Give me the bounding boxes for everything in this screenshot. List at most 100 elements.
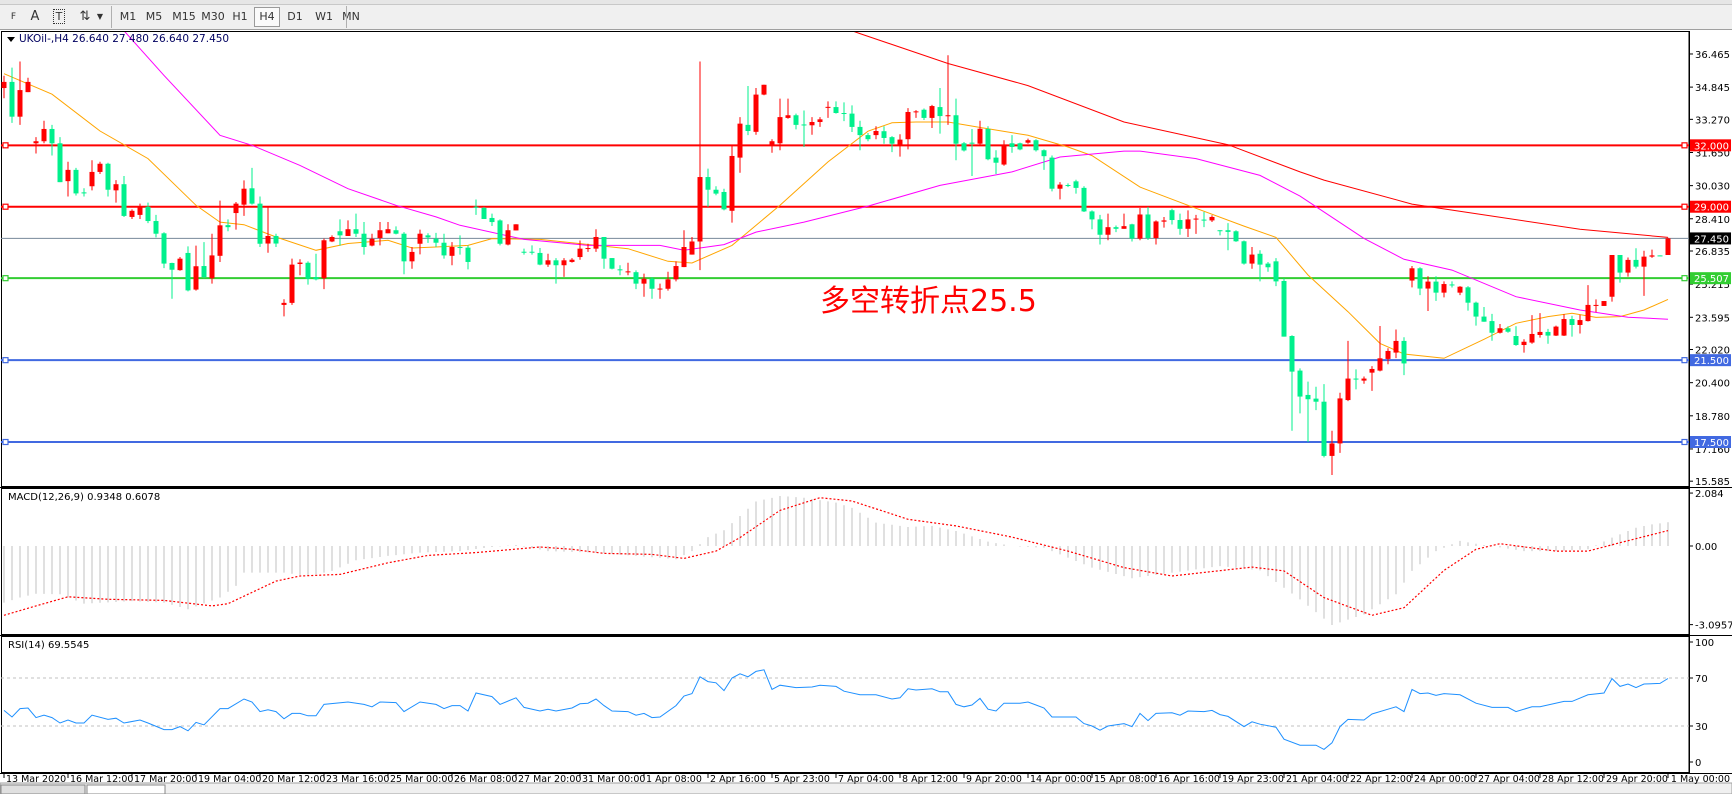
candle	[921, 108, 927, 120]
candle	[801, 110, 807, 147]
candle	[1361, 376, 1367, 384]
timeframe-m1-button[interactable]: M1	[119, 10, 137, 23]
period-separator-grid-icon[interactable]: F	[10, 12, 16, 22]
candle-body	[1017, 143, 1023, 150]
candle-body	[1153, 221, 1159, 239]
candle-body	[153, 221, 159, 234]
candle	[1625, 257, 1631, 277]
candle-body	[9, 81, 15, 117]
timeframe-m5-button[interactable]: M5	[145, 10, 163, 23]
candle	[1289, 335, 1295, 431]
candle-body	[881, 131, 887, 138]
time-tick-label: 5 Apr 23:00	[774, 774, 830, 785]
candle	[201, 242, 207, 279]
line-handle-right[interactable]	[1681, 357, 1688, 364]
candle	[577, 240, 583, 260]
symbol-header: UKOil-,H4 26.640 27.480 26.640 27.450	[19, 33, 229, 45]
text-tool-icon[interactable]: A	[30, 9, 40, 24]
current-price-label: 27.450	[1694, 234, 1729, 245]
candle	[425, 233, 431, 243]
line-handle-left[interactable]	[2, 438, 9, 446]
candle-body	[769, 141, 775, 146]
candle-body	[953, 115, 959, 144]
candle-body	[1377, 358, 1383, 371]
time-tick-label: 15 Apr 08:00	[1094, 774, 1156, 785]
candle-body	[1665, 238, 1671, 255]
candle-body	[969, 142, 975, 144]
timeframe-w1-button[interactable]: W1	[315, 10, 333, 23]
candle-body	[1049, 157, 1055, 189]
candle-body	[1329, 443, 1335, 456]
candle	[745, 85, 751, 136]
candle-body	[137, 206, 143, 215]
candle	[857, 120, 863, 151]
candle-body	[1481, 316, 1487, 322]
candle	[1241, 240, 1247, 265]
candle	[177, 257, 183, 271]
line-handle-right[interactable]	[1681, 438, 1688, 446]
candle	[481, 206, 487, 219]
candle-body	[1505, 328, 1511, 332]
candle	[41, 120, 47, 144]
arrows-tool-icon[interactable]: ⇅	[79, 9, 91, 24]
line-handle-right[interactable]	[1681, 142, 1688, 149]
candle-body	[393, 230, 399, 234]
line-handle-right[interactable]	[1681, 203, 1688, 210]
chart-tab[interactable]	[0, 784, 86, 794]
candle-body	[673, 266, 679, 280]
candle	[993, 150, 999, 174]
candle-body	[865, 135, 871, 140]
candle	[1281, 278, 1287, 337]
candle-body	[1361, 378, 1367, 381]
timeframe-h1-button[interactable]: H1	[232, 10, 248, 23]
candle	[1081, 186, 1087, 213]
macd-tick-label: 0.00	[1695, 542, 1717, 553]
candle	[937, 88, 943, 134]
candle	[185, 246, 191, 292]
candle-body	[1433, 281, 1439, 293]
candle-body	[289, 264, 295, 303]
timeframe-h4-button[interactable]: H4	[254, 7, 280, 27]
candle	[1049, 155, 1055, 192]
line-handle-left[interactable]	[2, 203, 9, 210]
candle	[1665, 237, 1671, 255]
candle	[305, 261, 311, 285]
candle	[657, 283, 663, 299]
timeframe-m15-button[interactable]: M15	[172, 10, 196, 23]
chart-tab[interactable]	[86, 784, 166, 794]
line-handle-left[interactable]	[2, 275, 9, 282]
candle-body	[1041, 150, 1047, 157]
timeframe-m30-button[interactable]: M30	[201, 10, 225, 23]
rsi-plot	[1, 669, 1689, 750]
text-label-tool-icon[interactable]: T	[48, 7, 70, 27]
time-tick-label: 1 Apr 08:00	[646, 774, 702, 785]
candle-body	[449, 247, 455, 256]
candle	[1465, 286, 1471, 311]
line-handle-right[interactable]	[1681, 275, 1688, 282]
candle	[217, 200, 223, 262]
timeframe-mn-button[interactable]: MN	[342, 10, 360, 23]
moving-average-line	[124, 32, 1669, 320]
candle-body	[809, 122, 815, 126]
line-handle-left[interactable]	[2, 357, 9, 364]
line-handle-left[interactable]	[2, 142, 9, 149]
candle-body	[1465, 287, 1471, 303]
candle-body	[1601, 301, 1607, 306]
candle-body	[1185, 219, 1191, 229]
collapse-triangle-icon[interactable]	[7, 37, 15, 42]
candle	[1553, 325, 1559, 337]
candle	[1505, 326, 1511, 333]
candle-body	[1057, 184, 1063, 189]
candle-body	[417, 233, 423, 244]
timeframe-d1-button[interactable]: D1	[287, 10, 303, 23]
candle	[1337, 392, 1343, 453]
candle-body	[209, 255, 215, 279]
candle-body	[1145, 214, 1151, 239]
candle-body	[1633, 259, 1639, 267]
price-tick-label: 23.595	[1695, 313, 1730, 324]
candle-body	[113, 184, 119, 191]
chevron-down-icon[interactable]: ▼	[96, 12, 104, 21]
candle-body	[889, 137, 895, 144]
candle	[1201, 211, 1207, 228]
